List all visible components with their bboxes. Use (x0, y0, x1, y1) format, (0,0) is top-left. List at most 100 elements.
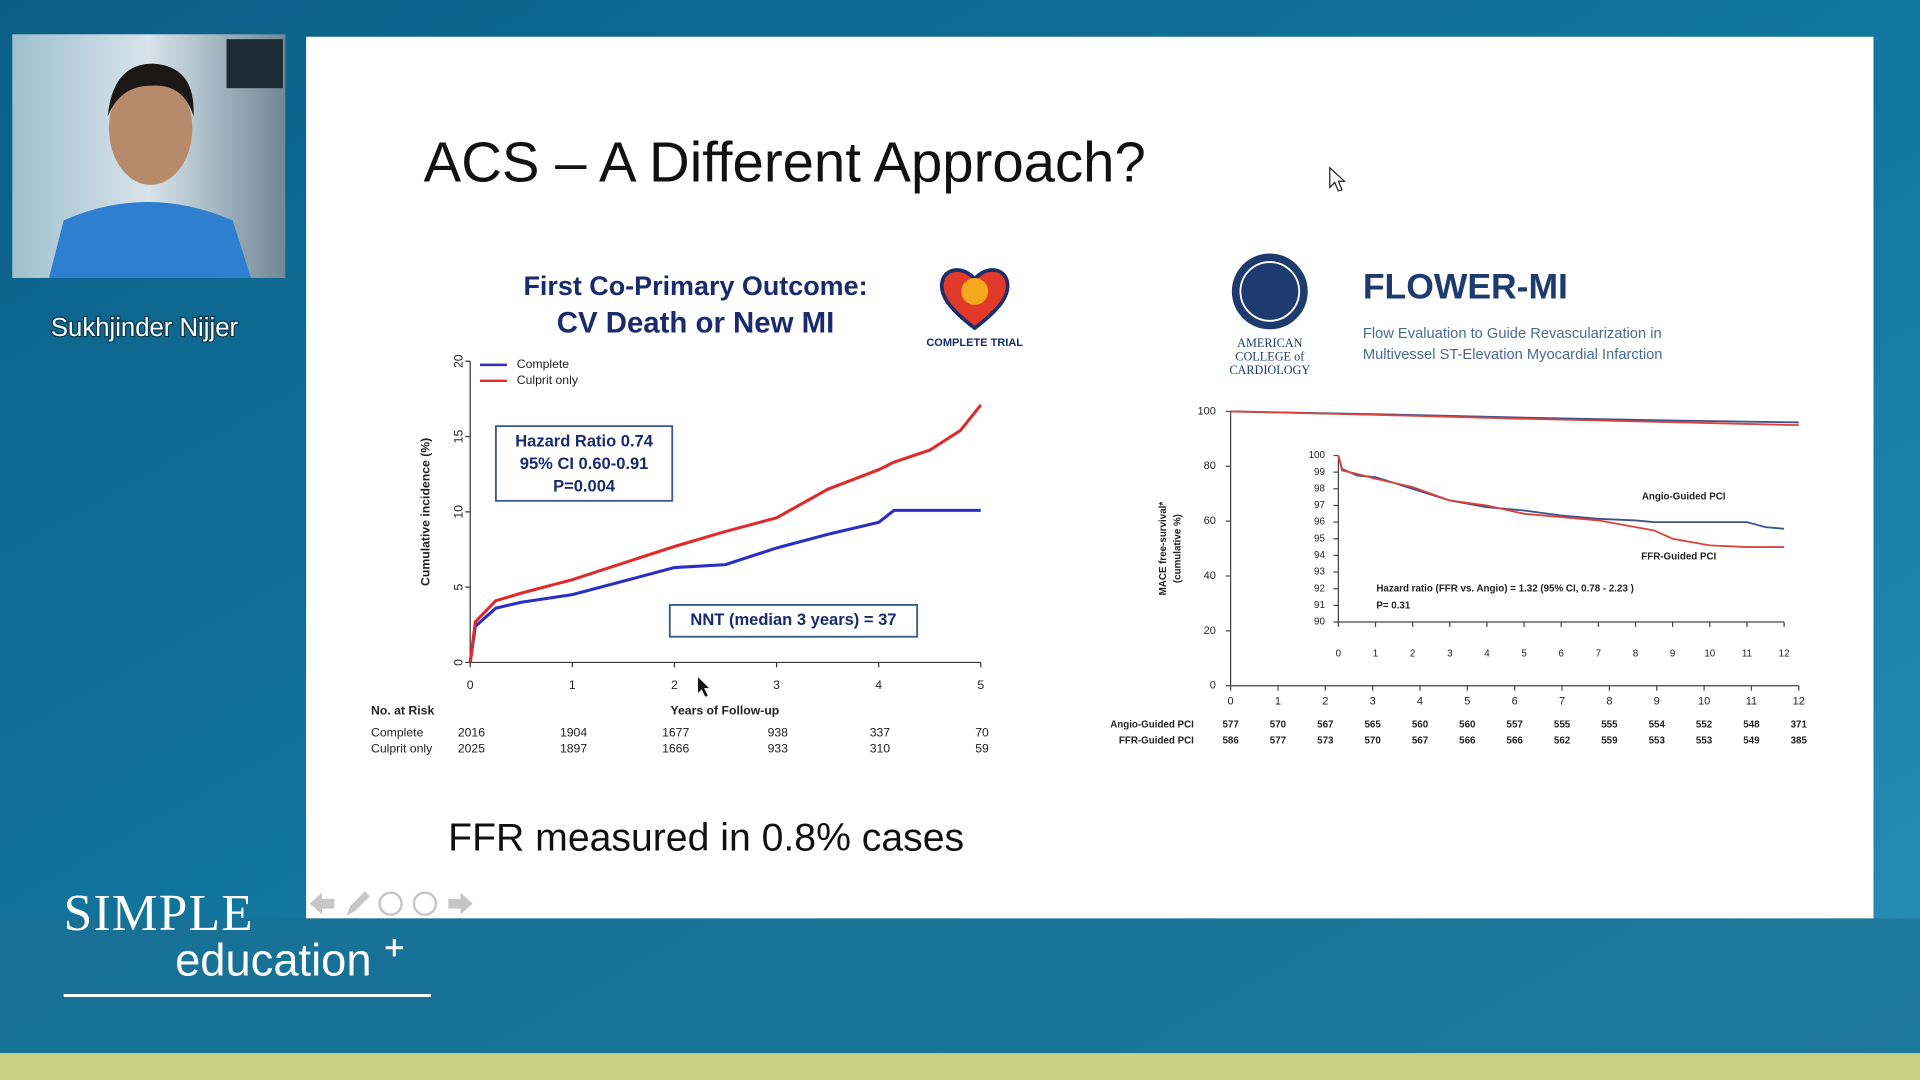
risk-row-label: FFR-Guided PCI (1119, 735, 1194, 746)
risk-value: 59 (975, 742, 989, 756)
nnt-box (668, 603, 919, 638)
chart-subtitle: Flow Evaluation to Guide Revascularizati… (1363, 326, 1662, 342)
y-axis-label: MACE free-survival* (1158, 502, 1169, 596)
x-tick-label: 3 (1370, 696, 1376, 708)
x-tick-label: 12 (1779, 648, 1790, 659)
x-tick-label: 1 (1373, 648, 1378, 659)
brand-line2: education (175, 935, 371, 986)
x-tick-label: 1 (569, 678, 576, 692)
x-tick-label: 10 (1704, 648, 1715, 659)
y-tick-label: 97 (1314, 500, 1325, 511)
brand-plus (385, 939, 403, 957)
risk-value: 553 (1696, 735, 1713, 746)
y-tick-label: 20 (1204, 625, 1216, 637)
chart-subtitle: Multivessel ST-Elevation Myocardial Infa… (1363, 347, 1663, 363)
x-tick-label: 7 (1559, 696, 1565, 708)
risk-value: 560 (1459, 719, 1476, 730)
nav-more[interactable] (412, 891, 438, 916)
chart-title: FLOWER-MI (1363, 266, 1568, 306)
pointer (697, 677, 709, 697)
series-line (468, 508, 981, 663)
slide-footer: FFR measured in 0.8% cases (448, 816, 964, 859)
x-tick-label: 2 (671, 678, 678, 692)
y-tick-label: 98 (1314, 483, 1325, 494)
hazard-text: P=0.004 (553, 477, 616, 496)
nav-pen[interactable] (346, 891, 370, 916)
risk-row-label: Angio-Guided PCI (1110, 719, 1194, 730)
x-tick-label: 4 (1484, 648, 1490, 659)
risk-value: 554 (1649, 719, 1666, 730)
risk-value: 1897 (560, 742, 587, 756)
risk-value: 549 (1743, 735, 1760, 746)
speaker-head (108, 72, 193, 185)
speaker-video (12, 34, 286, 278)
slide-title: ACS – A Different Approach? (424, 130, 1146, 193)
series-line (468, 403, 983, 663)
x-tick-label: 0 (467, 678, 474, 692)
risk-value: 555 (1601, 719, 1618, 730)
video-monitor (226, 39, 283, 89)
risk-value: 548 (1743, 719, 1760, 730)
x-tick-label: 5 (1521, 648, 1527, 659)
background-lower (0, 918, 1920, 1054)
risk-value: 371 (1791, 719, 1808, 730)
y-tick-label: 100 (1198, 405, 1216, 417)
y-tick-label: 20 (451, 354, 465, 368)
hazard-text: Hazard Ratio 0.74 (515, 431, 653, 450)
risk-value: 570 (1270, 719, 1287, 730)
risk-value: 552 (1696, 719, 1713, 730)
bottom-strip (0, 1053, 1920, 1080)
y-axis-label: Cumulative incidence (%) (418, 438, 432, 586)
risk-value: 577 (1270, 735, 1287, 746)
risk-value: 555 (1554, 719, 1571, 730)
acc-logo-ring (1239, 261, 1301, 322)
y-tick-label: 91 (1314, 600, 1325, 611)
risk-value: 337 (870, 726, 891, 740)
risk-value: 566 (1459, 735, 1476, 746)
risk-value: 562 (1554, 735, 1571, 746)
complete-logo-sun (961, 277, 989, 305)
nav-prev[interactable] (309, 892, 335, 915)
x-tick-label: 4 (1417, 696, 1423, 708)
y-tick-label: 99 (1314, 467, 1325, 478)
inset-annotation: Hazard ratio (FFR vs. Angio) = 1.32 (95%… (1376, 584, 1634, 595)
x-tick-label: 6 (1558, 648, 1564, 659)
y-tick-label: 100 (1309, 450, 1326, 461)
x-axis-label: Years of Follow-up (671, 704, 780, 718)
x-tick-label: 11 (1746, 696, 1757, 708)
x-tick-label: 5 (977, 678, 984, 692)
risk-value: 2016 (458, 726, 485, 740)
nnt-text: NNT (median 3 years) = 37 (690, 610, 896, 629)
risk-value: 2025 (458, 742, 485, 756)
risk-value: 938 (768, 726, 789, 740)
y-tick-label: 92 (1314, 583, 1325, 594)
x-tick-label: 10 (1698, 696, 1710, 708)
speaker-name: Sukhjinder Nijjer (51, 314, 239, 342)
nav-slides[interactable] (378, 891, 403, 916)
x-tick-label: 2 (1410, 648, 1415, 659)
y-tick-label: 94 (1314, 550, 1325, 561)
speaker-hair (107, 63, 194, 117)
x-tick-label: 4 (875, 678, 882, 692)
legend-label: Culprit only (517, 373, 579, 387)
y-axis-label: (cumulative %) (1173, 514, 1184, 583)
y-tick-label: 0 (451, 659, 465, 666)
series-line (1230, 410, 1799, 427)
risk-value: 310 (870, 742, 891, 756)
y-tick-label: 90 (1314, 617, 1325, 628)
risk-value: 385 (1791, 735, 1808, 746)
risk-value: 586 (1222, 735, 1239, 746)
series-label: FFR-Guided PCI (1641, 552, 1716, 563)
risk-value: 573 (1317, 735, 1334, 746)
x-tick-label: 9 (1670, 648, 1675, 659)
y-tick-label: 15 (451, 430, 465, 444)
x-tick-label: 8 (1633, 648, 1639, 659)
risk-value: 557 (1507, 719, 1524, 730)
x-tick-label: 1 (1275, 696, 1281, 708)
logo-text: COLLEGE of (1235, 349, 1305, 363)
risk-title: No. at Risk (371, 704, 434, 718)
y-tick-label: 60 (1204, 515, 1216, 527)
acc-logo (1231, 253, 1308, 330)
